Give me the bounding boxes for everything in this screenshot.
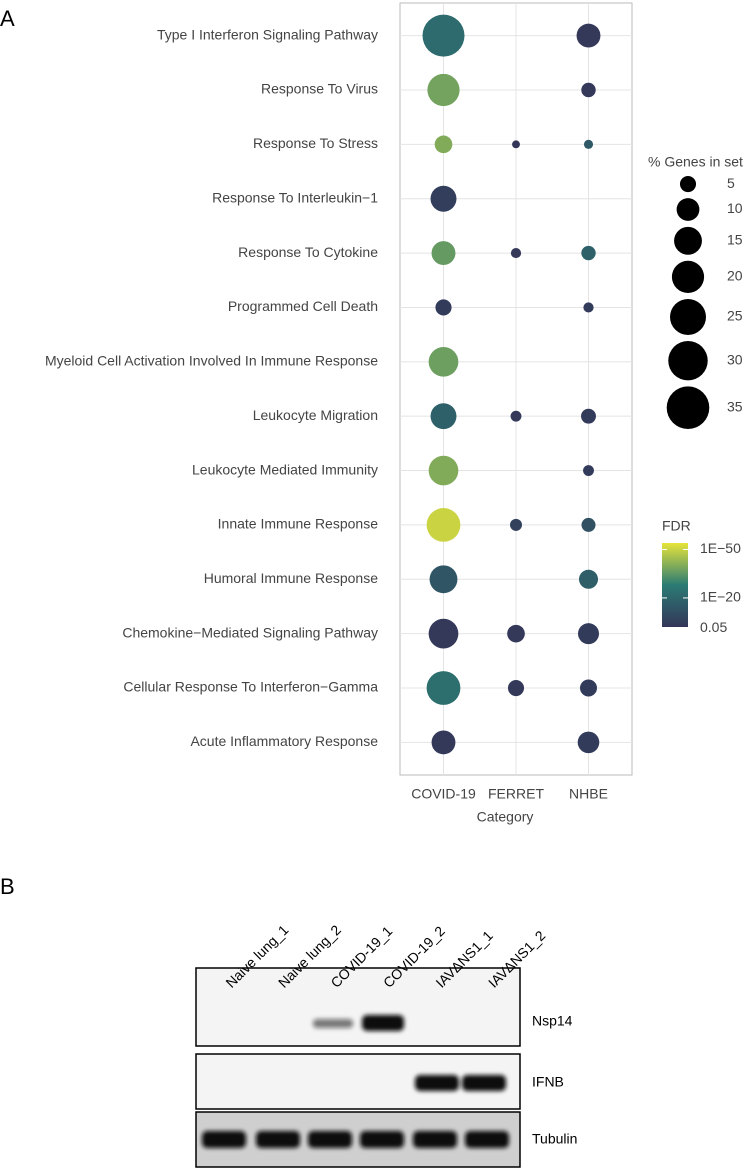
dot bbox=[512, 140, 520, 149]
y-tick-label: Leukocyte Mediated Immunity bbox=[192, 461, 378, 477]
dot bbox=[430, 403, 457, 430]
y-tick-label: Type I Interferon Signaling Pathway bbox=[157, 26, 378, 42]
dot bbox=[428, 455, 459, 486]
dot bbox=[428, 346, 459, 377]
row-label: IFNB bbox=[532, 1074, 564, 1090]
size-legend-dot bbox=[679, 176, 697, 193]
dot bbox=[435, 299, 452, 316]
dot bbox=[578, 569, 599, 589]
size-legend-dot bbox=[666, 386, 710, 429]
blot bbox=[195, 967, 521, 1168]
dot bbox=[583, 139, 594, 149]
size-legend-label: 5 bbox=[727, 175, 735, 191]
dot bbox=[434, 135, 453, 154]
row-label: Nsp14 bbox=[532, 1013, 573, 1029]
size-legend-dot bbox=[671, 260, 705, 293]
size-legend-label: 35 bbox=[727, 398, 743, 414]
size-legend-dot bbox=[668, 340, 708, 381]
dot bbox=[583, 465, 594, 477]
dot bbox=[427, 73, 460, 107]
size-legend-dot bbox=[670, 298, 706, 335]
x-tick-label: NHBE bbox=[569, 786, 608, 802]
dot bbox=[581, 517, 596, 532]
size-legend-dot bbox=[674, 226, 702, 255]
dot bbox=[583, 302, 594, 313]
dot bbox=[509, 518, 523, 531]
x-axis-title: Category bbox=[477, 809, 534, 825]
y-tick-label: Programmed Cell Death bbox=[228, 298, 378, 314]
y-tick-label: Response To Virus bbox=[261, 81, 378, 97]
colorbar-label: 1E−20 bbox=[700, 589, 741, 605]
dot bbox=[429, 565, 458, 594]
dot bbox=[577, 731, 600, 754]
size-legend-label: 25 bbox=[727, 308, 743, 324]
y-tick-label: Cellular Response To Interferon−Gamma bbox=[123, 679, 378, 695]
size-legend-label: 20 bbox=[727, 268, 743, 284]
panel-label: A bbox=[0, 6, 15, 31]
colorbar bbox=[662, 543, 688, 627]
y-tick-label: Innate Immune Response bbox=[218, 516, 379, 532]
size-legend-title: % Genes in set bbox=[648, 154, 743, 170]
dot bbox=[507, 624, 525, 643]
panel-label: B bbox=[0, 874, 15, 899]
dot bbox=[581, 245, 596, 261]
dot bbox=[428, 618, 459, 649]
dot bbox=[507, 679, 525, 697]
size-legend-dot bbox=[676, 198, 700, 221]
dot bbox=[510, 247, 522, 259]
dot bbox=[422, 14, 465, 57]
y-tick-label: Chemokine−Mediated Signaling Pathway bbox=[122, 624, 378, 640]
y-tick-label: Myeloid Cell Activation Involved In Immu… bbox=[45, 353, 378, 369]
dot bbox=[431, 730, 456, 755]
dot bbox=[426, 508, 461, 542]
dot bbox=[581, 82, 596, 98]
dot bbox=[430, 185, 457, 212]
color-legend-title: FDR bbox=[662, 518, 691, 534]
size-legend-label: 10 bbox=[727, 200, 743, 216]
y-tick-label: Response To Stress bbox=[253, 135, 378, 151]
size-legend-label: 15 bbox=[727, 232, 743, 248]
size-legend-label: 30 bbox=[727, 351, 743, 367]
y-tick-label: Response To Cytokine bbox=[238, 244, 378, 260]
dot bbox=[431, 241, 456, 266]
x-tick-label: FERRET bbox=[488, 786, 544, 802]
y-tick-label: Leukocyte Migration bbox=[253, 407, 378, 423]
colorbar-label: 1E−50 bbox=[700, 540, 741, 556]
y-tick-label: Humoral Immune Response bbox=[204, 570, 379, 586]
colorbar-label: 0.05 bbox=[700, 619, 727, 635]
dot bbox=[426, 671, 461, 705]
x-tick-label: COVID-19 bbox=[411, 786, 476, 802]
row-label: Tubulin bbox=[532, 1131, 577, 1147]
dot bbox=[510, 410, 522, 422]
dot bbox=[576, 23, 601, 48]
dot bbox=[581, 408, 596, 424]
y-tick-label: Response To Interleukin−1 bbox=[212, 189, 378, 205]
dot bbox=[578, 623, 599, 645]
y-tick-label: Acute Inflammatory Response bbox=[190, 733, 378, 749]
dot bbox=[579, 679, 598, 697]
